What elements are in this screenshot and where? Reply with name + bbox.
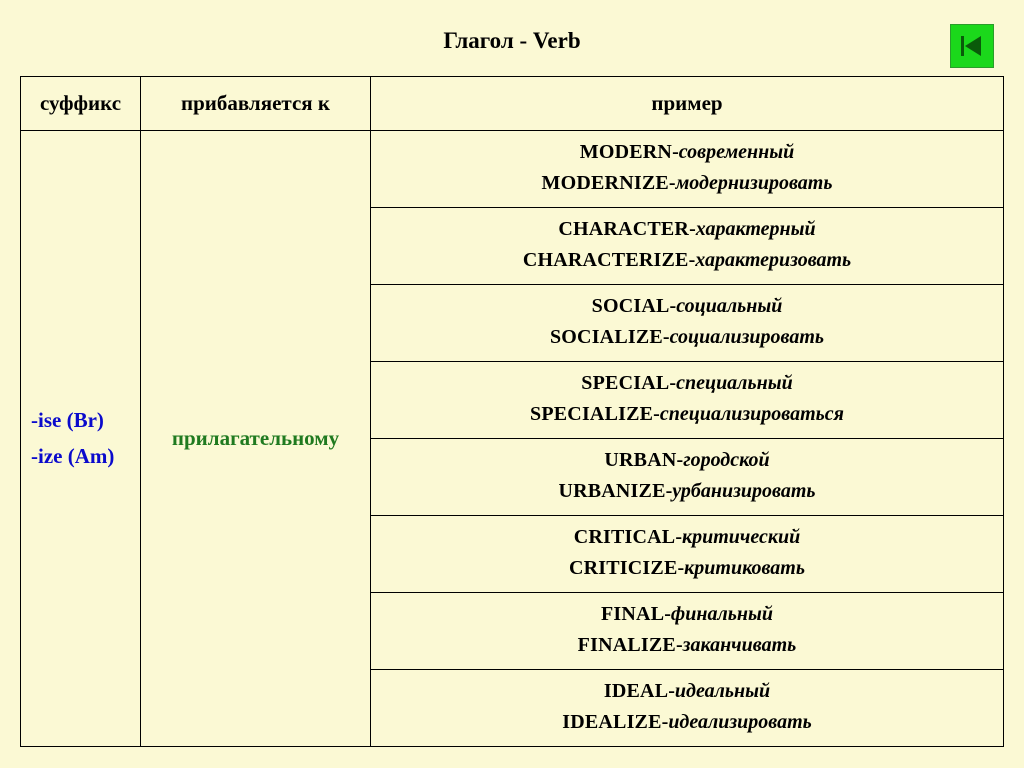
example-derived: characterize-характеризовать: [379, 245, 995, 276]
example-source: modern-современный: [379, 137, 995, 168]
suffix-line-2: -ize (Am): [31, 439, 139, 475]
example-source: critical-критический: [379, 522, 995, 553]
example-cell: character-характерныйcharacterize-характ…: [371, 208, 1004, 285]
suffix-cell: -ise (Br)-ize (Am): [21, 131, 141, 747]
page-title: Глагол - Verb: [443, 28, 580, 53]
example-source: social-социальный: [379, 291, 995, 322]
table-header-row: суффикс прибавляется к пример: [21, 77, 1004, 131]
example-source: character-характерный: [379, 214, 995, 245]
example-derived: criticize-критиковать: [379, 553, 995, 584]
table-row: -ise (Br)-ize (Am)прилагательномуmodern-…: [21, 131, 1004, 208]
back-button[interactable]: [950, 24, 994, 68]
example-derived: modernize-модернизировать: [379, 168, 995, 199]
header-added-to: прибавляется к: [141, 77, 371, 131]
example-cell: final-финальныйfinalize-заканчивать: [371, 593, 1004, 670]
back-arrow-icon: [957, 34, 987, 58]
example-derived: socialize-социализировать: [379, 322, 995, 353]
header-suffix: суффикс: [21, 77, 141, 131]
example-cell: special-специальныйspecialize-специализи…: [371, 362, 1004, 439]
example-source: urban-городской: [379, 445, 995, 476]
verb-suffix-table: суффикс прибавляется к пример -ise (Br)-…: [20, 76, 1004, 747]
example-source: ideal-идеальный: [379, 676, 995, 707]
example-cell: urban-городскойurbanize-урбанизировать: [371, 439, 1004, 516]
example-source: final-финальный: [379, 599, 995, 630]
example-derived: urbanize-урбанизировать: [379, 476, 995, 507]
example-cell: modern-современныйmodernize-модернизиров…: [371, 131, 1004, 208]
example-cell: ideal-идеальныйidealize-идеализировать: [371, 670, 1004, 747]
header-example: пример: [371, 77, 1004, 131]
example-source: special-специальный: [379, 368, 995, 399]
example-derived: finalize-заканчивать: [379, 630, 995, 661]
example-cell: critical-критическийcriticize-критиковат…: [371, 516, 1004, 593]
suffix-line-1: -ise (Br): [31, 403, 139, 439]
example-cell: social-социальныйsocialize-социализирова…: [371, 285, 1004, 362]
example-derived: specialize-специализироваться: [379, 399, 995, 430]
added-to-cell: прилагательному: [141, 131, 371, 747]
example-derived: idealize-идеализировать: [379, 707, 995, 738]
